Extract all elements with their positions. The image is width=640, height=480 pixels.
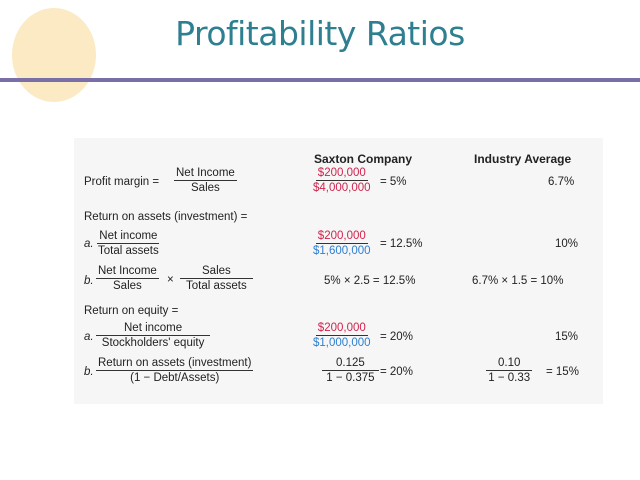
roa-a-formula: Net income Total assets [96, 230, 161, 257]
roe-b-industry-result: = 15% [546, 366, 579, 378]
formula-denominator: Sales [191, 182, 220, 194]
formula-numerator: Net Income [174, 167, 237, 181]
header-industry-average: Industry Average [474, 152, 572, 166]
roe-b-marker: b. [84, 366, 94, 378]
industry-denominator: 1 − 0.33 [488, 372, 531, 384]
formula-denominator: Sales [113, 280, 142, 292]
decorative-circle [12, 8, 96, 102]
roe-label: Return on equity = [84, 305, 179, 317]
profit-margin-company-result: = 5% [380, 176, 407, 188]
roe-b-formula: Return on assets (investment) (1 − Debt/… [96, 357, 254, 384]
profit-margin-formula: Net Income Sales [174, 167, 237, 194]
roa-a-company-fraction: $200,000 $1,600,000 [311, 230, 373, 257]
roa-b-formula-1: Net Income Sales [96, 265, 159, 292]
roe-b-industry-fraction: 0.10 1 − 0.33 [486, 357, 533, 384]
roe-a-formula: Net income Stockholders' equity [96, 322, 211, 349]
roe-a-marker: a. [84, 331, 94, 343]
roa-b-formula-2: Sales Total assets [180, 265, 253, 292]
formula-numerator: Net income [97, 230, 160, 244]
roa-a-marker: a. [84, 238, 94, 250]
roe-a-company-fraction: $200,000 $1,000,000 [311, 322, 373, 349]
formula-numerator: Return on assets (investment) [96, 357, 254, 371]
ratios-panel: Saxton Company Industry Average Profit m… [74, 138, 603, 404]
company-numerator: $200,000 [315, 167, 368, 181]
roa-label: Return on assets (investment) = [84, 211, 248, 223]
roe-b-company-result: = 20% [380, 366, 413, 378]
formula-denominator: Stockholders' equity [101, 337, 205, 349]
roa-b-company: 5% × 2.5 = 12.5% [324, 275, 416, 287]
industry-numerator: 0.10 [486, 357, 533, 371]
roa-b-industry: 6.7% × 1.5 = 10% [472, 275, 564, 287]
company-denominator: $4,000,000 [313, 182, 371, 194]
company-numerator: $200,000 [315, 322, 368, 336]
formula-numerator: Sales [180, 265, 253, 279]
formula-denominator: Total assets [98, 245, 159, 257]
profit-margin-label: Profit margin = [84, 176, 160, 188]
slide-title: Profitability Ratios [175, 14, 465, 53]
roa-a-industry: 10% [555, 238, 579, 250]
profit-margin-company-fraction: $200,000 $4,000,000 [311, 167, 373, 194]
multiply-sign: × [167, 274, 174, 286]
title-divider [0, 78, 640, 82]
company-denominator: 1 − 0.375 [326, 372, 375, 384]
company-numerator: $200,000 [315, 230, 368, 244]
company-denominator: $1,600,000 [313, 245, 371, 257]
profit-margin-industry: 6.7% [548, 176, 575, 188]
roa-b-marker: b. [84, 275, 94, 287]
header-saxton-company: Saxton Company [314, 152, 413, 166]
roe-b-company-fraction: 0.125 1 − 0.375 [322, 357, 379, 384]
company-denominator: $1,000,000 [313, 337, 371, 349]
roe-a-industry: 15% [555, 331, 579, 343]
roe-a-company-result: = 20% [380, 331, 413, 343]
roa-a-company-result: = 12.5% [380, 238, 423, 250]
company-numerator: 0.125 [322, 357, 379, 371]
formula-numerator: Net income [96, 322, 211, 336]
formula-denominator: (1 − Debt/Assets) [130, 372, 220, 384]
formula-numerator: Net Income [96, 265, 159, 279]
formula-denominator: Total assets [186, 280, 247, 292]
